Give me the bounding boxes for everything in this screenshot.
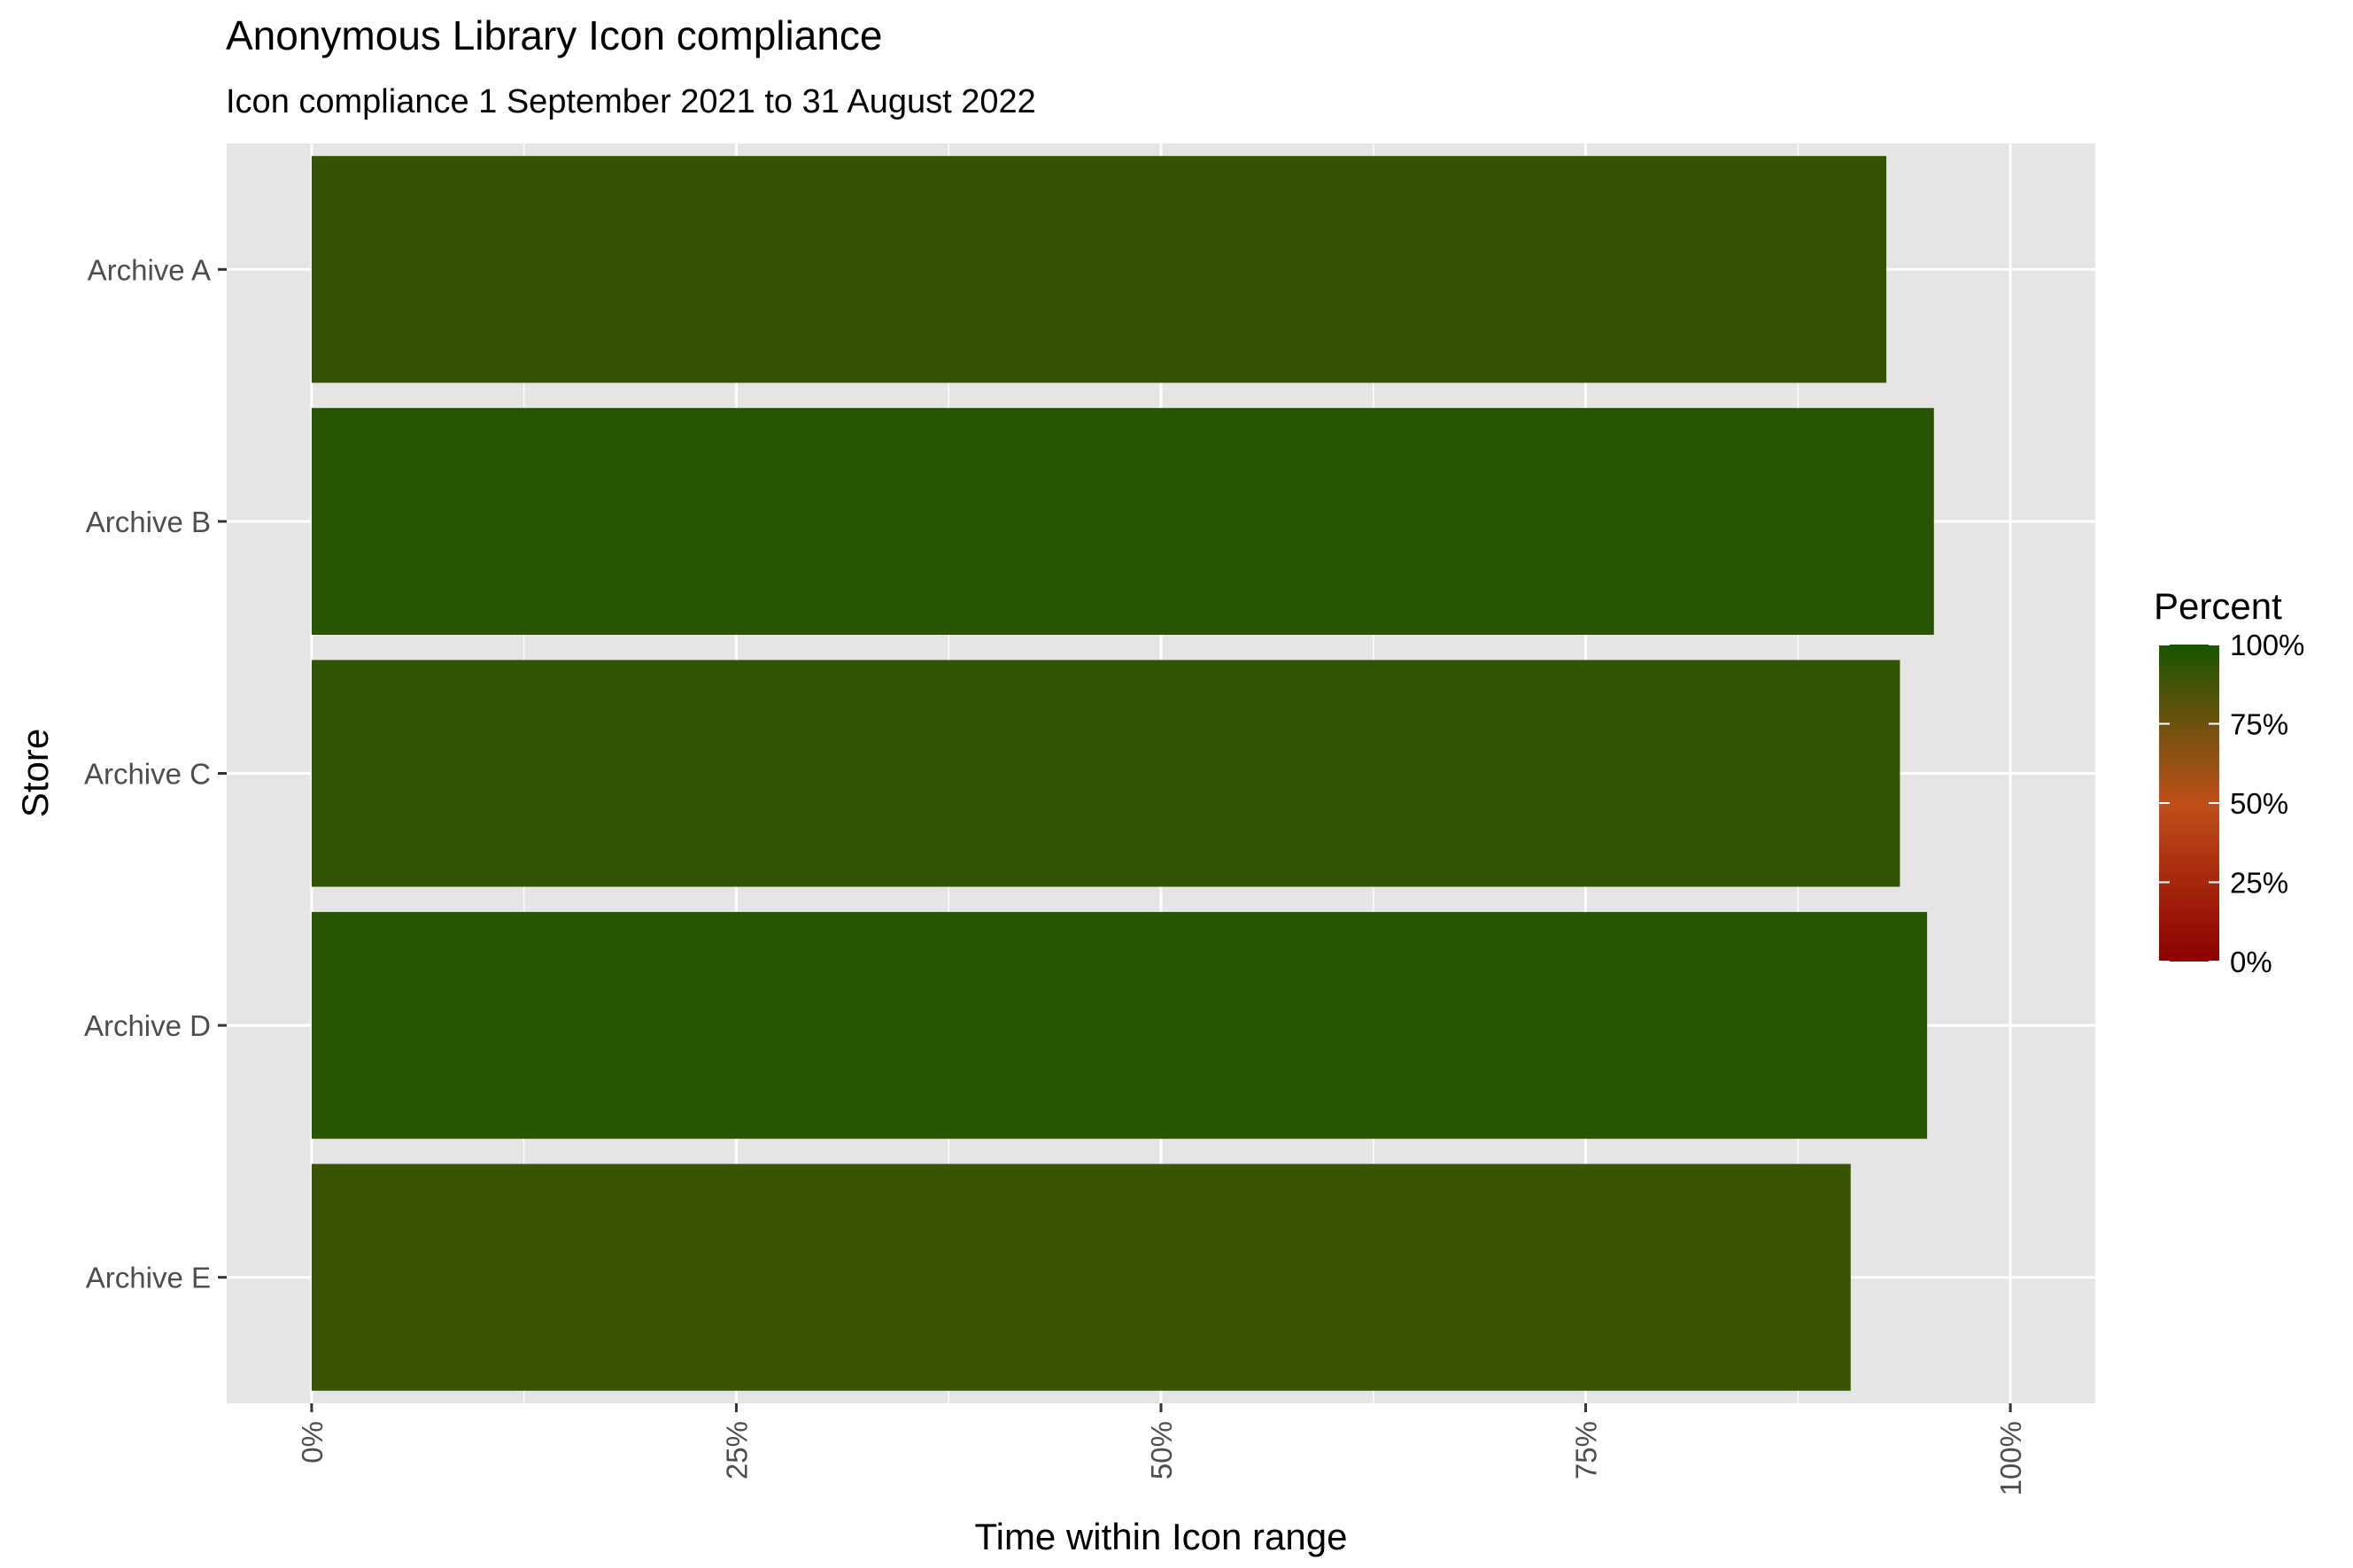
- y-axis-title: Store: [14, 729, 56, 817]
- y-axis: Archive A Archive B Archive C Archive D Arch…: [84, 253, 227, 1294]
- x-tick-label: 0%: [296, 1421, 329, 1464]
- x-tick-label: 100%: [1994, 1421, 2027, 1495]
- bar-archive-b: [311, 407, 1934, 635]
- legend-label: 50%: [2230, 787, 2288, 820]
- y-tick-label: Archive D: [84, 1009, 211, 1042]
- bar-archive-c: [311, 660, 1900, 887]
- legend-label: 75%: [2230, 708, 2288, 741]
- legend-label: 25%: [2230, 867, 2288, 900]
- y-tick-label: Archive C: [84, 758, 211, 791]
- y-tick-label: Archive E: [86, 1262, 211, 1294]
- x-tick-label: 75%: [1570, 1421, 1603, 1479]
- y-tick-label: Archive A: [88, 253, 211, 286]
- legend-label: 0%: [2230, 946, 2272, 978]
- chart-title: Anonymous Library Icon compliance: [226, 12, 882, 58]
- x-axis-title: Time within Icon range: [975, 1516, 1348, 1557]
- bar-archive-d: [311, 912, 1928, 1139]
- legend-label: 100%: [2230, 629, 2304, 661]
- bar-archive-a: [311, 156, 1887, 383]
- bar-archive-e: [311, 1163, 1851, 1391]
- legend: Percent 100% 75% 50% 25% 0%: [2154, 585, 2304, 978]
- bars: [311, 156, 1934, 1391]
- y-tick-label: Archive B: [86, 506, 211, 538]
- chart-subtitle: Icon compliance 1 September 2021 to 31 A…: [226, 83, 1036, 120]
- x-axis: 0% 25% 50% 75% 100%: [296, 1403, 2027, 1495]
- legend-title: Percent: [2154, 585, 2282, 627]
- x-tick-label: 25%: [720, 1421, 753, 1479]
- x-tick-label: 50%: [1145, 1421, 1178, 1479]
